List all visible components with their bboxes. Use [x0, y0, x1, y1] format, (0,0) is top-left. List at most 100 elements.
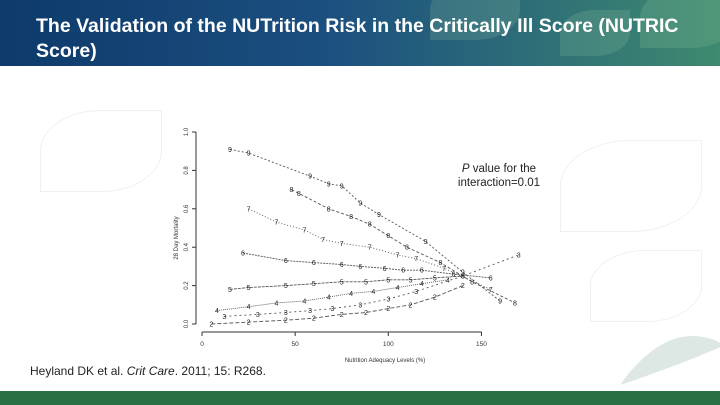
series-line-2 — [211, 285, 463, 325]
data-point-6: 6 — [312, 260, 316, 267]
data-point-3: 3 — [222, 314, 226, 321]
y-tick-label: 1.0 — [184, 127, 190, 136]
data-point-3: 3 — [308, 308, 312, 315]
y-tick-label: 0.8 — [184, 166, 190, 175]
background-leaf — [590, 250, 702, 322]
data-point-9: 9 — [308, 174, 312, 181]
data-point-6: 6 — [383, 266, 387, 273]
data-point-9: 9 — [340, 183, 344, 190]
data-point-6: 6 — [358, 264, 362, 271]
y-tick-label: 0.4 — [184, 242, 190, 251]
corner-leaf-decoration — [620, 336, 720, 385]
data-point-9: 9 — [247, 151, 251, 158]
y-tick-label: 0.6 — [184, 204, 190, 213]
data-point-6: 6 — [420, 268, 424, 275]
data-point-9: 9 — [358, 201, 362, 208]
data-point-9: 9 — [327, 181, 331, 188]
data-point-8: 8 — [368, 222, 372, 229]
annotation-line-1: value for the — [469, 163, 537, 175]
data-point-2: 2 — [247, 320, 251, 327]
data-point-7: 7 — [275, 220, 279, 227]
data-point-7: 7 — [303, 227, 307, 234]
series-line-8 — [291, 189, 516, 304]
data-point-6: 6 — [284, 258, 288, 265]
annotation-line-2: interaction=0.01 — [457, 177, 541, 189]
data-point-4: 4 — [349, 291, 353, 298]
data-point-3: 3 — [461, 274, 465, 281]
citation-authors: Heyland DK et al. — [30, 364, 127, 378]
series-line-7 — [248, 208, 491, 290]
slide-title: The Validation of the NUTrition Risk in … — [36, 15, 679, 62]
data-point-8: 8 — [513, 300, 517, 307]
data-point-2: 2 — [364, 310, 368, 317]
interaction-annotation: P value for the interaction=0.01 — [449, 162, 549, 190]
data-point-3: 3 — [284, 310, 288, 317]
data-point-8: 8 — [470, 279, 474, 286]
data-point-4: 4 — [327, 295, 331, 302]
data-point-7: 7 — [396, 252, 400, 259]
data-point-9: 9 — [377, 212, 381, 219]
data-point-9: 9 — [424, 239, 428, 246]
data-point-3: 3 — [330, 306, 334, 313]
series-line-5 — [229, 275, 463, 290]
data-point-4: 4 — [420, 281, 424, 288]
y-tick-label: 0.0 — [184, 319, 190, 328]
data-point-7: 7 — [340, 241, 344, 248]
series-line-6 — [242, 252, 491, 279]
data-point-8: 8 — [405, 245, 409, 252]
data-point-7: 7 — [489, 287, 493, 294]
x-axis-label: Nutrition Adequacy Levels (%) — [345, 358, 425, 364]
slide-footer — [0, 391, 720, 405]
data-point-7: 7 — [442, 266, 446, 273]
data-point-8: 8 — [289, 187, 293, 194]
data-point-4: 4 — [215, 308, 219, 315]
data-point-9: 9 — [228, 147, 232, 154]
data-point-5: 5 — [386, 277, 390, 284]
data-point-7: 7 — [247, 206, 251, 213]
data-point-3: 3 — [256, 312, 260, 319]
data-point-4: 4 — [371, 289, 375, 296]
data-point-6: 6 — [489, 275, 493, 282]
data-point-5: 5 — [409, 277, 413, 284]
data-point-9: 9 — [461, 270, 465, 277]
x-tick-label: 0 — [200, 341, 204, 348]
data-point-3: 3 — [517, 252, 521, 259]
data-point-2: 2 — [340, 312, 344, 319]
data-point-6: 6 — [340, 262, 344, 269]
data-point-4: 4 — [275, 300, 279, 307]
data-point-8: 8 — [297, 191, 301, 198]
data-point-5: 5 — [461, 274, 465, 281]
data-point-2: 2 — [386, 306, 390, 313]
decorative-leaf — [560, 10, 630, 56]
p-symbol: P — [461, 163, 470, 175]
data-point-4: 4 — [303, 298, 307, 305]
data-point-7: 7 — [414, 256, 418, 263]
data-point-7: 7 — [321, 237, 325, 244]
chart-panel: 0.0 0.2 0.4 0.6 0.8 1.0 0 50 100 150 Nutrition Ade… — [166, 96, 560, 384]
background-leaf — [560, 140, 702, 232]
data-point-6: 6 — [401, 268, 405, 275]
data-point-2: 2 — [312, 316, 316, 323]
background-leaf — [40, 110, 162, 192]
data-point-8: 8 — [349, 214, 353, 221]
data-point-2: 2 — [284, 318, 288, 325]
data-point-5: 5 — [340, 279, 344, 286]
decorative-leaf — [640, 0, 720, 48]
x-tick-label: 50 — [292, 341, 300, 348]
data-point-3: 3 — [386, 297, 390, 304]
data-point-8: 8 — [438, 260, 442, 267]
data-point-2: 2 — [209, 322, 213, 329]
data-point-2: 2 — [409, 302, 413, 309]
data-point-5: 5 — [284, 283, 288, 290]
citation: Heyland DK et al. Crit Care. 2011; 15: R… — [30, 364, 266, 378]
data-point-2: 2 — [433, 295, 437, 302]
y-axis-label: 28 Day Mortality — [174, 216, 180, 259]
x-tick-label: 100 — [383, 341, 394, 348]
data-point-3: 3 — [358, 302, 362, 309]
series-line-3 — [224, 254, 519, 317]
series-line-4 — [216, 279, 448, 312]
data-point-5: 5 — [247, 285, 251, 292]
citation-journal: Crit Care — [126, 364, 175, 378]
slide-header: The Validation of the NUTrition Risk in … — [0, 0, 720, 66]
data-point-5: 5 — [364, 279, 368, 286]
